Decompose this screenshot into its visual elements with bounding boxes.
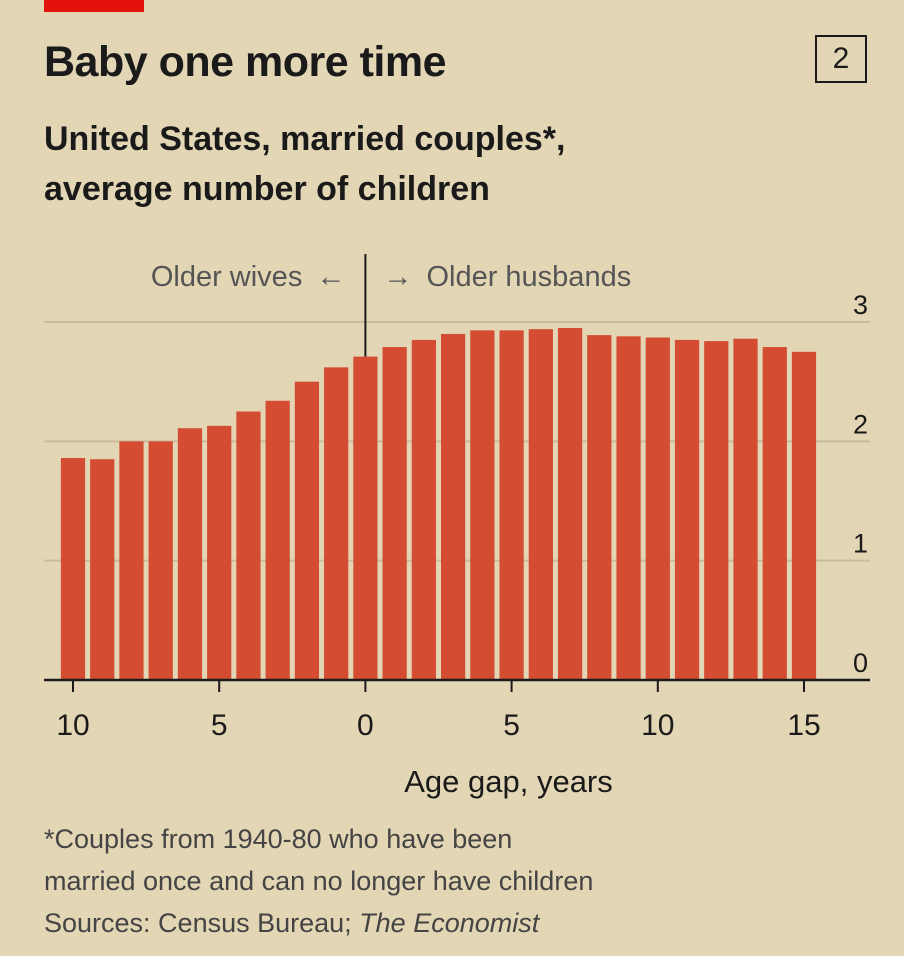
bar-13 <box>733 338 758 680</box>
sources-line: Sources: Census Bureau; The Economist <box>44 902 593 944</box>
bar-4 <box>470 330 495 680</box>
bar--3 <box>265 400 290 680</box>
bar-1 <box>382 347 407 680</box>
bar-14 <box>762 347 787 680</box>
sources-italic: The Economist <box>359 908 540 938</box>
bar-2 <box>411 339 436 680</box>
bar--2 <box>294 381 320 680</box>
bar-3 <box>441 333 466 680</box>
bars <box>60 327 817 680</box>
x-tick-label-5: 5 <box>503 709 520 742</box>
bar-9 <box>616 336 641 680</box>
bar-0 <box>353 356 378 680</box>
subtitle-line-2: average number of children <box>44 170 490 208</box>
y-tick-label-3: 3 <box>853 290 868 320</box>
x-tick-label--10: 10 <box>56 709 89 742</box>
x-tick-label-15: 15 <box>787 709 820 742</box>
arrow-right-icon: → <box>383 261 412 293</box>
bar-10 <box>645 337 670 680</box>
bar--7 <box>148 441 173 680</box>
chart-number-badge: 2 <box>815 35 867 83</box>
footnotes: *Couples from 1940-80 who have been marr… <box>44 818 593 944</box>
bar-chart: 0 1 2 3 10 5 0 5 10 15 Older wives ← → Older husb… <box>44 254 870 799</box>
bar-15 <box>791 351 817 680</box>
arrow-left-icon: ← <box>316 261 345 293</box>
subtitle-line-1: United States, married couples*, <box>44 120 566 158</box>
y-tick-label-0: 0 <box>853 648 868 678</box>
bar--6 <box>177 428 203 680</box>
bar-12 <box>704 341 729 680</box>
bar-5 <box>499 330 524 680</box>
brand-tab <box>44 0 144 12</box>
x-tick-label--5: 5 <box>211 709 228 742</box>
bar--10 <box>60 458 86 680</box>
x-axis-label: Age gap, years <box>404 764 613 799</box>
bar--9 <box>90 459 115 680</box>
axes: 0 1 2 3 10 5 0 5 10 15 <box>44 290 870 742</box>
sources-prefix: Sources: Census Bureau; <box>44 908 360 938</box>
annotation-older-husbands: → Older husbands <box>383 261 631 293</box>
footnote-line-2: married once and can no longer have chil… <box>44 866 594 896</box>
annotation-older-wives: Older wives ← <box>151 261 346 293</box>
bar-6 <box>528 329 553 680</box>
y-tick-label-1: 1 <box>853 529 868 559</box>
bar--1 <box>324 367 349 680</box>
footnote-line-1: *Couples from 1940-80 who have been <box>44 824 513 854</box>
x-tick-label-10: 10 <box>641 709 674 742</box>
annotation-older-husbands-label: Older husbands <box>426 261 631 293</box>
x-tick-label-0: 0 <box>357 709 374 742</box>
annotation-older-wives-label: Older wives <box>151 261 303 293</box>
chart-title: Baby one more time <box>44 38 447 86</box>
bar-11 <box>674 339 700 680</box>
bar--8 <box>119 441 144 680</box>
y-tick-label-2: 2 <box>853 409 868 439</box>
bar--4 <box>236 411 261 680</box>
bar--5 <box>207 425 232 680</box>
bar-7 <box>557 327 583 680</box>
bar-8 <box>587 335 612 680</box>
chart-subtitle: United States, married couples*, average… <box>44 114 566 214</box>
